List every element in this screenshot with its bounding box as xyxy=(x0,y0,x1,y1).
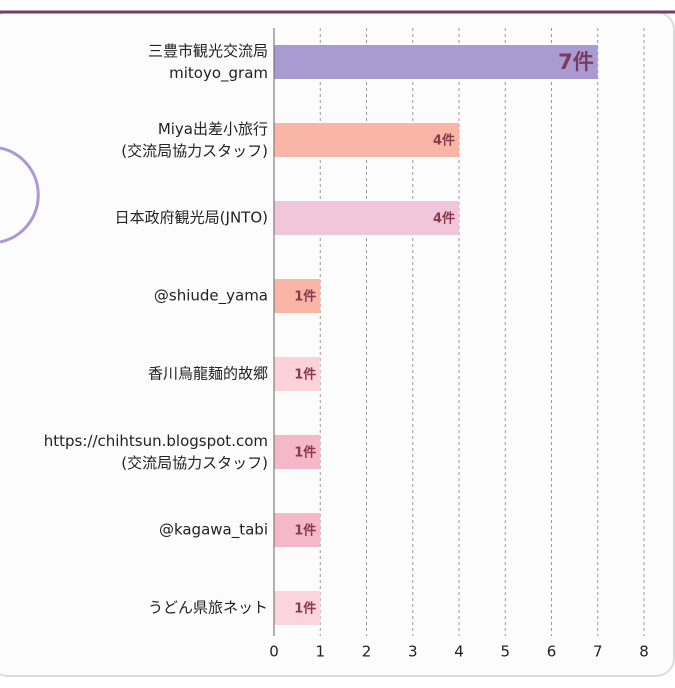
value-label: 1件 xyxy=(294,523,316,539)
x-tick-label: 8 xyxy=(639,643,649,661)
value-label: 1件 xyxy=(294,289,316,305)
category-label: うどん県旅ネット xyxy=(148,599,268,617)
bar xyxy=(274,45,598,79)
category-label: 日本政府観光局(JNTO) xyxy=(115,209,268,227)
value-label: 1件 xyxy=(294,367,316,383)
value-label: 7件 xyxy=(558,50,594,74)
value-label: 1件 xyxy=(294,445,316,461)
x-tick-label: 7 xyxy=(593,643,603,661)
category-label: https://chihtsun.blogspot.com (交流局協力スタッフ) xyxy=(44,432,268,472)
x-tick-label: 4 xyxy=(454,643,464,661)
x-tick-label: 6 xyxy=(547,643,557,661)
x-tick-label: 0 xyxy=(269,643,279,661)
decor-circle xyxy=(0,146,40,244)
panel xyxy=(0,11,675,677)
bar xyxy=(274,357,321,391)
x-tick-label: 5 xyxy=(500,643,510,661)
value-label: 1件 xyxy=(294,601,316,617)
bar xyxy=(274,513,321,547)
category-label: 香川烏龍麺的故郷 xyxy=(148,365,268,383)
category-label: 三豊市観光交流局 mitoyo_gram xyxy=(148,42,268,83)
x-tick-label: 3 xyxy=(408,643,418,661)
bar xyxy=(274,201,459,235)
bar xyxy=(274,435,321,469)
category-label: @kagawa_tabi xyxy=(159,521,268,540)
bar xyxy=(274,123,459,157)
x-tick-label: 2 xyxy=(362,643,372,661)
x-tick-label: 1 xyxy=(315,643,325,661)
category-label: @shiude_yama xyxy=(154,287,268,306)
value-label: 4件 xyxy=(433,211,455,227)
bar xyxy=(274,591,321,625)
value-label: 4件 xyxy=(433,133,455,149)
category-label: Miya出差小旅行(交流局協力スタッフ) xyxy=(121,120,268,160)
bar xyxy=(274,279,321,313)
